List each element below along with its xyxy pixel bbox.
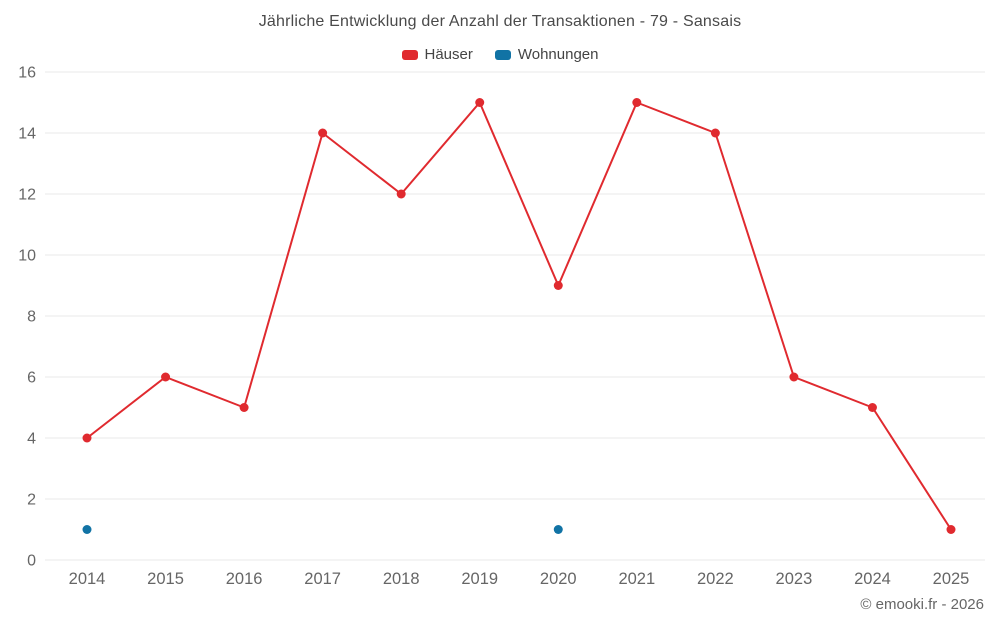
legend: Häuser Wohnungen [0,46,1000,63]
legend-label-wohnungen: Wohnungen [517,46,599,63]
y-tick-label: 14 [18,126,36,143]
copyright-footer: © emooki.fr - 2026 [860,596,984,613]
data-point[interactable] [82,525,92,534]
x-tick-label: 2018 [383,570,420,588]
x-tick-label: 2025 [933,570,970,588]
y-tick-label: 12 [18,187,36,204]
data-point[interactable] [161,372,171,382]
data-point[interactable] [475,98,485,107]
data-point[interactable] [396,189,406,199]
data-point[interactable] [632,98,642,107]
series-line-0 [86,101,952,531]
x-tick-label: 2014 [69,570,106,588]
chart-title: Jährliche Entwicklung der Anzahl der Tra… [258,13,742,30]
y-tick-label: 4 [27,431,36,448]
x-tick-label: 2015 [147,570,184,588]
legend-swatch-wohnungen [494,49,511,60]
x-tick-label: 2016 [226,570,263,588]
y-tick-label: 16 [18,65,36,82]
y-tick-label: 8 [27,309,36,326]
data-point[interactable] [710,128,720,138]
y-tick-label: 2 [27,492,36,509]
y-tick-label: 0 [27,553,36,570]
legend-item-hauser[interactable]: Häuser [401,46,473,63]
data-point[interactable] [553,281,563,290]
y-tick-label: 10 [18,248,36,265]
legend-swatch-hauser [401,49,418,60]
legend-label-hauser: Häuser [424,46,473,63]
x-tick-label: 2020 [540,570,577,588]
data-point[interactable] [946,525,956,534]
data-point[interactable] [239,403,249,412]
x-tick-label: 2021 [618,570,655,588]
x-tick-label: 2019 [461,570,498,588]
data-point[interactable] [318,128,328,138]
x-tick-label: 2022 [697,570,734,588]
data-point[interactable] [82,433,92,443]
x-tick-label: 2024 [854,570,891,588]
data-point[interactable] [553,525,563,534]
x-tick-label: 2023 [776,570,813,588]
x-tick-label: 2017 [304,570,341,588]
data-point[interactable] [789,372,799,382]
legend-item-wohnungen[interactable]: Wohnungen [494,46,599,63]
data-point[interactable] [867,403,877,412]
y-tick-label: 6 [27,370,36,387]
